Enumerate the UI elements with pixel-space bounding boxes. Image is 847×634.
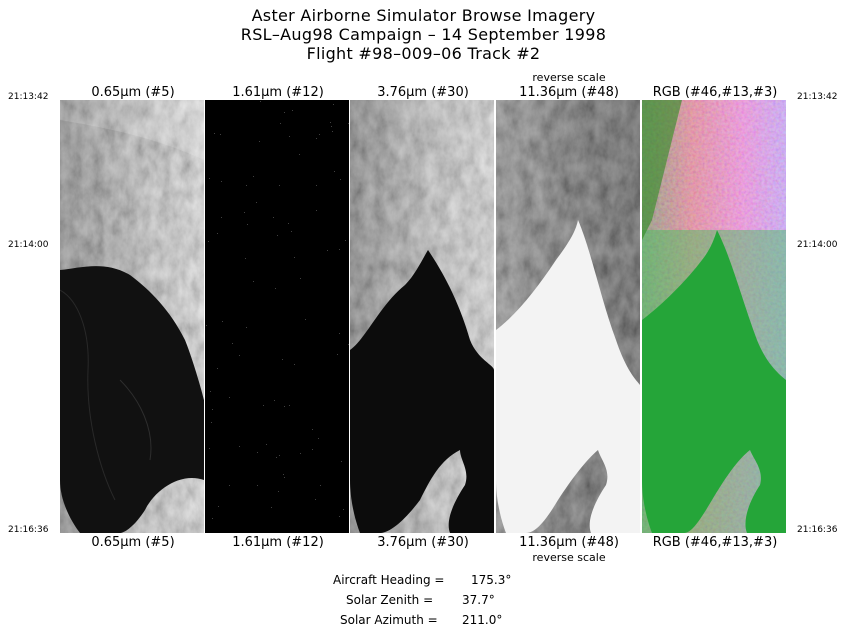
band-label-bottom-1: 0.65μm (#5) bbox=[91, 535, 175, 550]
midwave-band-image bbox=[350, 100, 494, 533]
thermal-band-image bbox=[496, 100, 640, 533]
image-panel-band-5 bbox=[60, 100, 204, 533]
reverse-scale-note-top: reverse scale bbox=[532, 71, 606, 84]
time-start-left: 21:13:42 bbox=[8, 92, 49, 102]
visible-band-image bbox=[60, 100, 204, 533]
solar-azimuth-label: Solar Azimuth = bbox=[340, 613, 438, 627]
band-label-top-5: RGB (#46,#13,#3) bbox=[652, 85, 778, 100]
solar-azimuth-value: 211.0° bbox=[462, 613, 503, 627]
time-end-left: 21:16:36 bbox=[8, 525, 49, 535]
title-line-2: RSL–Aug98 Campaign – 14 September 1998 bbox=[240, 25, 607, 44]
aircraft-heading-value: 175.3° bbox=[471, 573, 512, 587]
noise-band-image bbox=[205, 100, 349, 533]
time-middle-left: 21:14:00 bbox=[8, 240, 49, 250]
band-label-bottom-4: 11.36μm (#48) bbox=[519, 535, 619, 550]
band-label-bottom-2: 1.61μm (#12) bbox=[232, 535, 324, 550]
aircraft-heading-label: Aircraft Heading = bbox=[333, 573, 445, 587]
solar-zenith-label: Solar Zenith = bbox=[346, 593, 434, 607]
image-panel-band-12 bbox=[205, 100, 349, 533]
band-label-top-4: 11.36μm (#48) bbox=[519, 85, 619, 100]
band-label-top-3: 3.76μm (#30) bbox=[377, 85, 469, 100]
image-panel-band-30 bbox=[350, 100, 494, 533]
rgb-composite-image bbox=[642, 100, 786, 533]
reverse-scale-note-bottom: reverse scale bbox=[532, 551, 606, 564]
image-panel-band-48 bbox=[496, 100, 640, 533]
time-end-right: 21:16:36 bbox=[797, 525, 838, 535]
title-line-1: Aster Airborne Simulator Browse Imagery bbox=[251, 6, 596, 25]
solar-zenith-value: 37.7° bbox=[462, 593, 495, 607]
band-label-top-2: 1.61μm (#12) bbox=[232, 85, 324, 100]
band-label-bottom-3: 3.76μm (#30) bbox=[377, 535, 469, 550]
time-middle-right: 21:14:00 bbox=[797, 240, 838, 250]
image-panel-rgb bbox=[642, 100, 786, 533]
title-line-3: Flight #98–009–06 Track #2 bbox=[306, 44, 541, 63]
time-start-right: 21:13:42 bbox=[797, 92, 838, 102]
band-label-bottom-5: RGB (#46,#13,#3) bbox=[652, 535, 778, 550]
band-label-top-1: 0.65μm (#5) bbox=[91, 85, 175, 100]
